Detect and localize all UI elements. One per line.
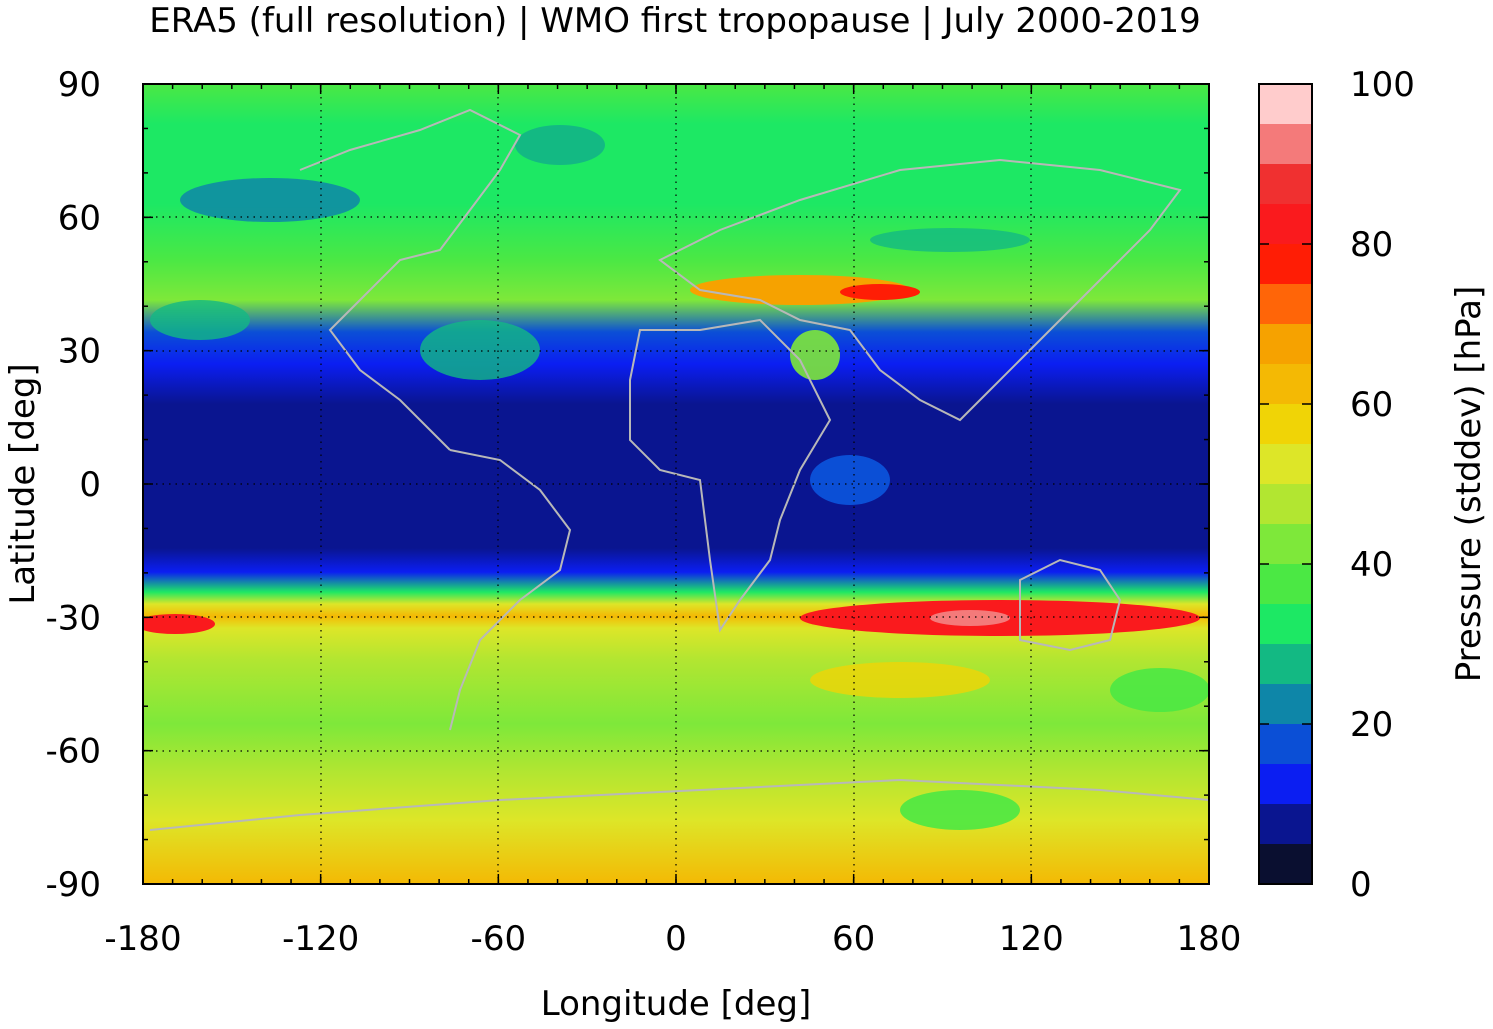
- colorbar-segment: [1259, 164, 1312, 204]
- x-tick-label: 180: [1177, 919, 1242, 959]
- colorbar-ticks: 100 80 60 40 20 0: [1259, 65, 1415, 905]
- colorbar-segment: [1259, 764, 1312, 804]
- colorbar-segment: [1259, 244, 1312, 284]
- colorbar-frame: [1258, 83, 1313, 885]
- x-tick-label: 120: [999, 919, 1064, 959]
- colorbar-segment: [1259, 844, 1312, 884]
- colorbar-segment: [1259, 804, 1312, 844]
- coastlines: [149, 108, 1209, 831]
- colorbar: [1259, 84, 1312, 884]
- colorbar-tick-label: 80: [1350, 225, 1393, 265]
- y-tick-label: -30: [45, 598, 101, 638]
- colorbar-tick-label: 40: [1350, 545, 1393, 585]
- colorbar-tick-label: 100: [1350, 65, 1415, 105]
- y-tick-label: -60: [45, 732, 101, 772]
- colorbar-segment: [1259, 684, 1312, 724]
- colorbar-segment: [1259, 644, 1312, 684]
- y-tick-label: -90: [45, 865, 101, 905]
- colorbar-segment: [1259, 284, 1312, 324]
- colorbar-segment: [1259, 124, 1312, 164]
- y-tick-label: 0: [79, 465, 101, 505]
- colorbar-segment: [1259, 604, 1312, 644]
- chart-title: ERA5 (full resolution) | WMO first tropo…: [149, 1, 1201, 41]
- y-tick-label: 30: [58, 332, 101, 372]
- colorbar-segment: [1259, 524, 1312, 564]
- x-tick-labels: -180 -120 -60 0 60 120 180: [104, 919, 1241, 959]
- grid: [143, 84, 1209, 884]
- x-tick-label: -120: [282, 919, 359, 959]
- x-tick-label: 0: [665, 919, 687, 959]
- tick-marks: [142, 83, 1210, 885]
- colorbar-tick-label: 20: [1350, 705, 1393, 745]
- y-tick-label: 60: [58, 198, 101, 238]
- colorbar-segment: [1259, 484, 1312, 524]
- colorbar-segment: [1259, 324, 1312, 364]
- colorbar-segment: [1259, 204, 1312, 244]
- colorbar-tick-label: 0: [1350, 865, 1372, 905]
- x-axis-label: Longitude [deg]: [541, 984, 812, 1024]
- colorbar-segment: [1259, 444, 1312, 484]
- y-tick-label: 90: [58, 65, 101, 105]
- colorbar-segment: [1259, 84, 1312, 124]
- x-tick-label: -180: [104, 919, 181, 959]
- colorbar-segment: [1259, 364, 1312, 404]
- colorbar-segment: [1259, 724, 1312, 764]
- x-tick-label: 60: [832, 919, 875, 959]
- colorbar-segment: [1259, 404, 1312, 444]
- colorbar-tick-label: 60: [1350, 385, 1393, 425]
- x-tick-label: -60: [471, 919, 527, 959]
- y-tick-labels: 90 60 30 0 -30 -60 -90: [45, 65, 101, 905]
- y-axis-label: Latitude [deg]: [3, 363, 43, 604]
- colorbar-segment: [1259, 564, 1312, 604]
- colorbar-label: Pressure (stddev) [hPa]: [1449, 286, 1489, 682]
